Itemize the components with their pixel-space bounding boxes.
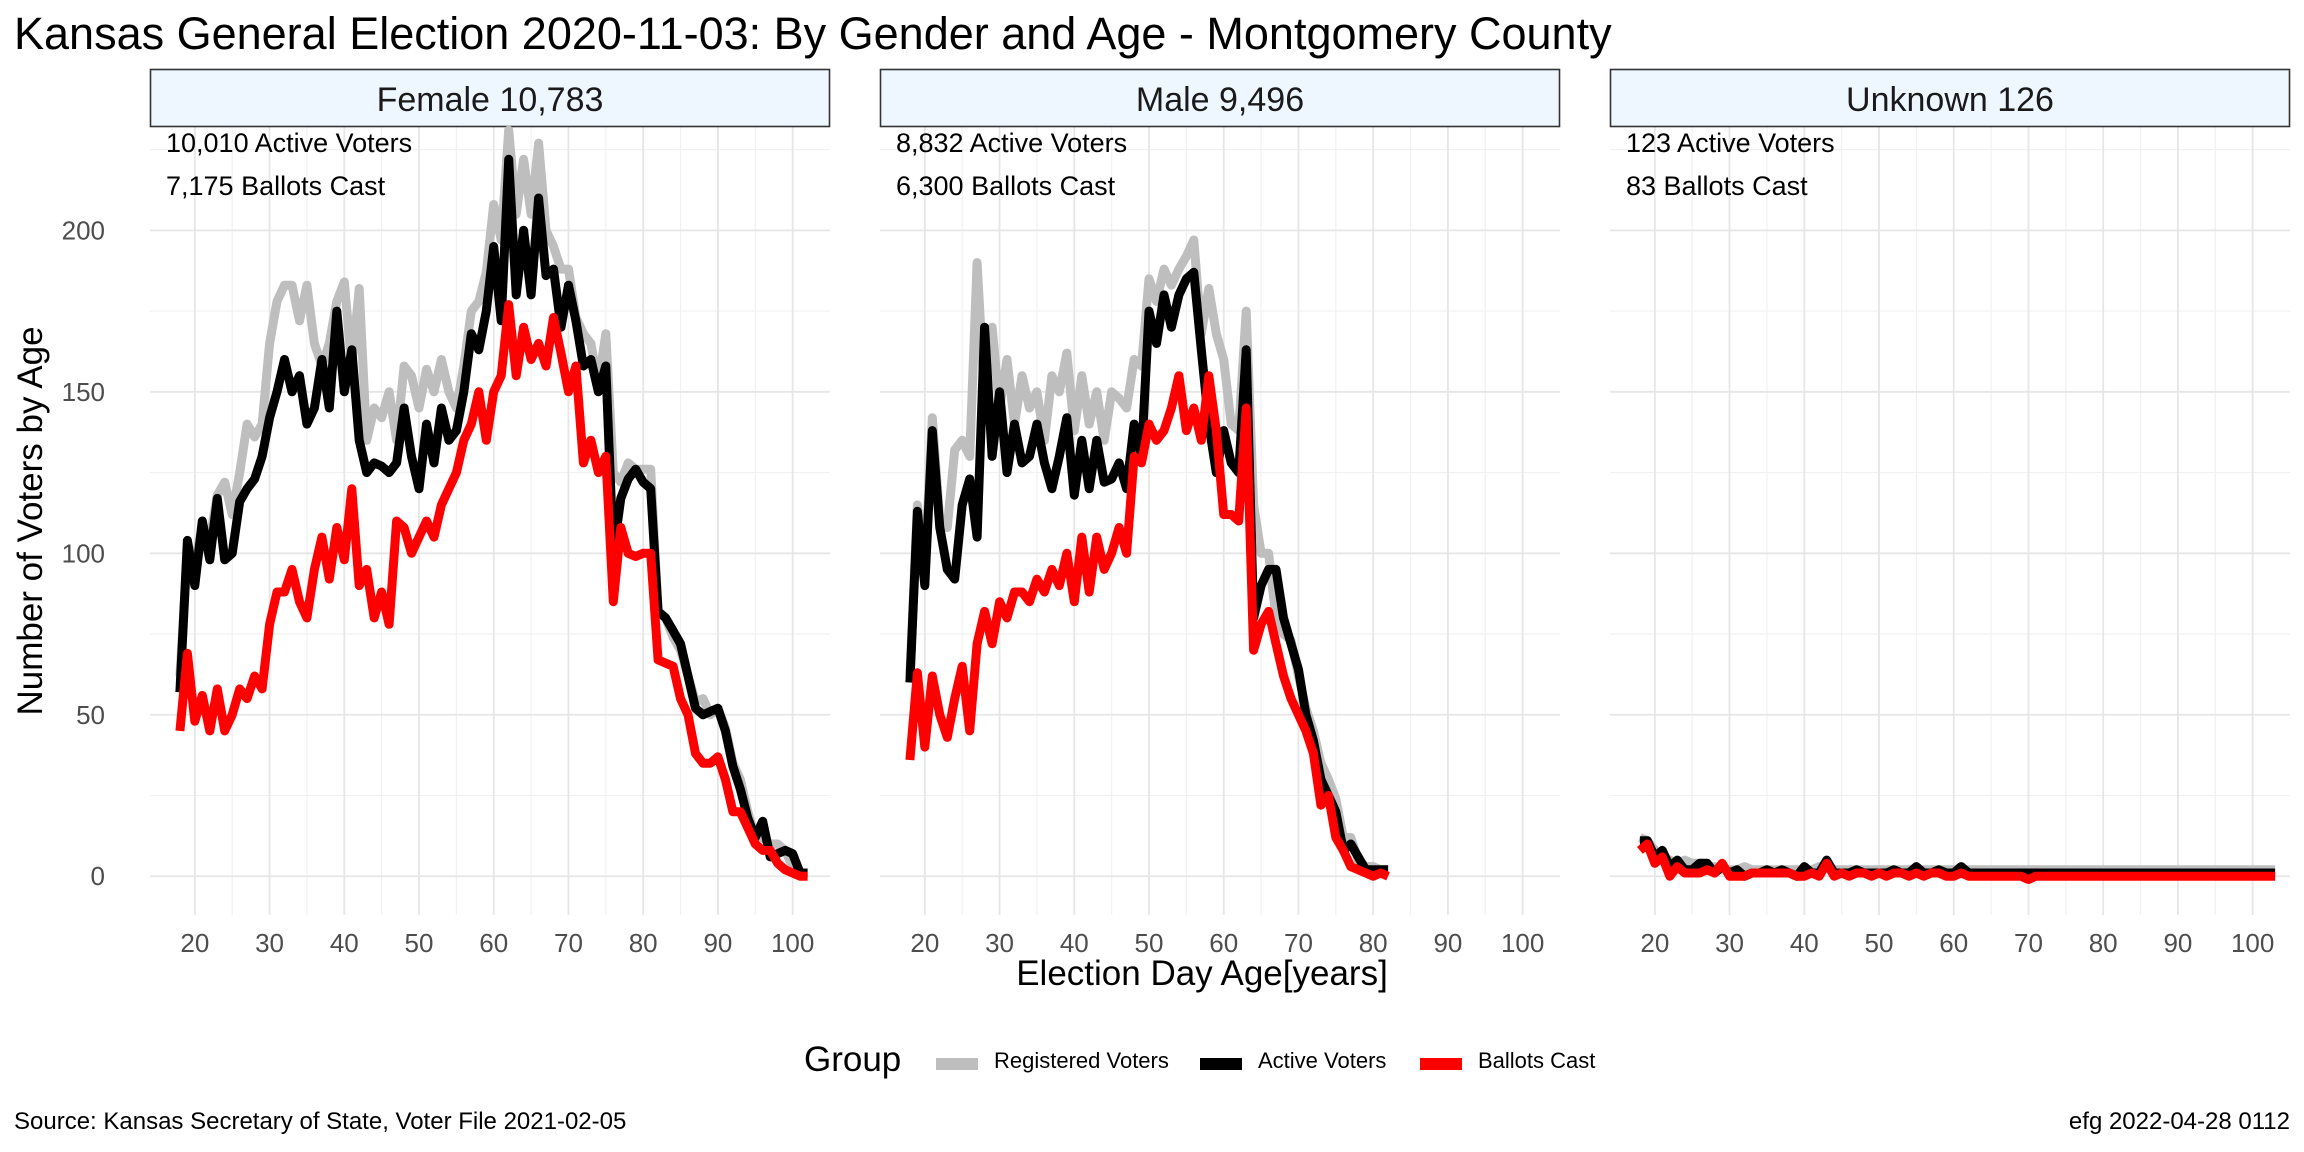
x-tick-label: 20: [910, 928, 939, 958]
series-line-ballots-cast: [905, 371, 1390, 881]
x-axis-title: Election Day Age[years]: [1016, 954, 1388, 993]
series-line-registered-voters: [175, 125, 808, 878]
x-tick-label: 50: [405, 928, 434, 958]
panel-annotation: 123 Active Voters: [1626, 128, 1835, 158]
x-tick-label: 30: [985, 928, 1014, 958]
x-tick-label: 40: [1790, 928, 1819, 958]
series-line-ballots-cast: [175, 300, 808, 881]
legend-swatch-active-voters: [1200, 1058, 1242, 1070]
x-tick-label: 60: [1209, 928, 1238, 958]
x-tick-label: 90: [703, 928, 732, 958]
legend-label-registered-voters: Registered Voters: [994, 1048, 1169, 1073]
faceted-line-chart: Female 10,783 10,010 Active Voters 7,175 B…: [11, 68, 2291, 993]
y-tick-label: 0: [91, 861, 105, 891]
x-tick-label: 20: [180, 928, 209, 958]
series-line-active-voters: [905, 267, 1389, 875]
legend-swatch-registered-voters: [936, 1058, 978, 1070]
x-tick-label: 70: [2014, 928, 2043, 958]
x-tick-label: 60: [479, 928, 508, 958]
y-tick-label: 50: [76, 700, 105, 730]
x-tick-label: 20: [1640, 928, 1669, 958]
panel-2: Male 9,496 8,832 Active Voters 6,300 Ballo…: [879, 68, 1561, 958]
panel-annotation: 8,832 Active Voters: [896, 128, 1127, 158]
x-tick-label: 70: [1284, 928, 1313, 958]
panel-annotation: 7,175 Ballots Cast: [166, 171, 386, 201]
x-tick-label: 80: [1359, 928, 1388, 958]
y-tick-label: 150: [62, 377, 105, 407]
legend-title: Group: [804, 1040, 902, 1079]
x-tick-label: 40: [1060, 928, 1089, 958]
x-tick-label: 100: [1501, 928, 1544, 958]
legend: Group Registered Voters Active Voters Ba…: [0, 1040, 2304, 1090]
x-tick-label: 40: [330, 928, 359, 958]
x-tick-label: 100: [2231, 928, 2274, 958]
x-tick-label: 70: [554, 928, 583, 958]
x-tick-label: 60: [1939, 928, 1968, 958]
legend-swatch-ballots-cast: [1420, 1058, 1462, 1070]
y-tick-label: 200: [62, 215, 105, 245]
x-tick-label: 50: [1865, 928, 1894, 958]
panel-annotation: 83 Ballots Cast: [1626, 171, 1808, 201]
panel-3: Unknown 126 123 Active Voters 83 Ballots C…: [1609, 68, 2291, 958]
y-axis-title: Number of Voters by Age: [11, 326, 50, 715]
panel-annotation: 6,300 Ballots Cast: [896, 171, 1116, 201]
x-tick-label: 90: [1433, 928, 1462, 958]
chart-title: Kansas General Election 2020-11-03: By G…: [14, 8, 1612, 59]
timestamp-caption: efg 2022-04-28 0112: [2068, 1108, 2290, 1135]
facet-strip-label: Unknown 126: [1846, 81, 2054, 119]
facet-strip: [149, 68, 831, 128]
x-tick-label: 30: [255, 928, 284, 958]
panel-1: Female 10,783 10,010 Active Voters 7,175 B…: [149, 68, 831, 958]
x-tick-label: 30: [1715, 928, 1744, 958]
x-tick-label: 80: [2089, 928, 2118, 958]
x-tick-label: 80: [629, 928, 658, 958]
source-caption: Source: Kansas Secretary of State, Voter…: [14, 1108, 627, 1135]
x-tick-label: 100: [771, 928, 814, 958]
series-line-ballots-cast: [1636, 839, 2276, 884]
facet-strip-label: Male 9,496: [1136, 81, 1304, 119]
facet-strip: [879, 68, 1561, 128]
legend-label-active-voters: Active Voters: [1258, 1048, 1387, 1073]
y-tick-label: 100: [62, 538, 105, 568]
facet-strip: [1609, 68, 2291, 128]
x-tick-label: 50: [1135, 928, 1164, 958]
series-line-active-voters: [175, 154, 808, 878]
x-tick-label: 90: [2163, 928, 2192, 958]
panel-annotation: 10,010 Active Voters: [166, 128, 412, 158]
facet-strip-label: Female 10,783: [377, 81, 604, 119]
legend-label-ballots-cast: Ballots Cast: [1478, 1048, 1596, 1073]
